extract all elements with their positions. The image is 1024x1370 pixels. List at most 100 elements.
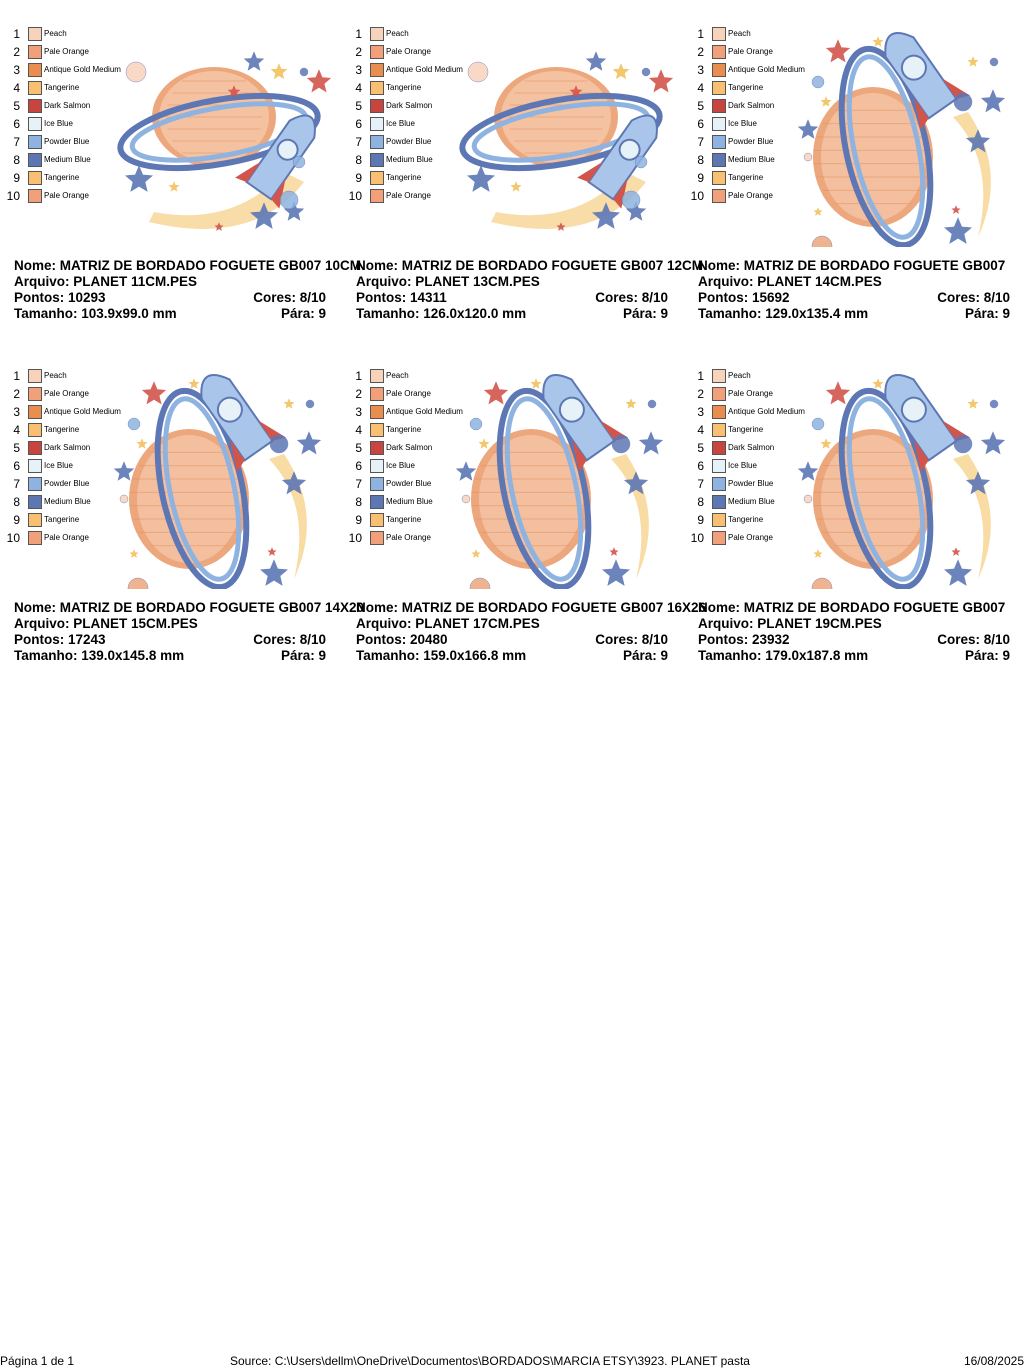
thread-number: 5 bbox=[13, 441, 20, 455]
thread-row: 10 Pale Orange bbox=[690, 189, 812, 203]
thread-row: 9 Tangerine bbox=[8, 513, 128, 527]
color-count: Cores: 8/10 bbox=[595, 632, 668, 647]
thread-name: Powder Blue bbox=[386, 137, 432, 146]
thread-number: 6 bbox=[13, 459, 20, 473]
thread-name: Antique Gold Medium bbox=[44, 65, 121, 74]
thread-swatch bbox=[370, 441, 384, 455]
thread-name: Pale Orange bbox=[44, 47, 89, 56]
thread-name: Ice Blue bbox=[44, 461, 73, 470]
thread-name: Dark Salmon bbox=[728, 101, 775, 110]
thread-name: Tangerine bbox=[386, 83, 422, 92]
thread-number: 10 bbox=[690, 531, 704, 545]
thread-number: 8 bbox=[355, 495, 362, 509]
thread-row: 8 Medium Blue bbox=[692, 495, 812, 509]
thread-number: 2 bbox=[13, 45, 20, 59]
stop-count: Pára: 9 bbox=[622, 648, 668, 663]
thread-row: 2 Pale Orange bbox=[8, 45, 128, 59]
thread-name: Peach bbox=[386, 371, 409, 380]
thread-swatch bbox=[370, 153, 384, 167]
thread-name: Pale Orange bbox=[386, 47, 431, 56]
design-file: Arquivo: PLANET 11CM.PES bbox=[14, 274, 198, 289]
thread-row: 2 Pale Orange bbox=[350, 387, 470, 401]
thread-swatch bbox=[28, 27, 42, 41]
thread-name: Tangerine bbox=[386, 515, 422, 524]
thread-number: 7 bbox=[355, 135, 362, 149]
thread-row: 9 Tangerine bbox=[692, 171, 812, 185]
thread-row: 9 Tangerine bbox=[692, 513, 812, 527]
thread-number: 9 bbox=[13, 513, 20, 527]
thread-row: 8 Medium Blue bbox=[8, 495, 128, 509]
thread-row: 3 Antique Gold Medium bbox=[350, 63, 470, 77]
thread-number: 3 bbox=[13, 405, 20, 419]
thread-swatch bbox=[712, 405, 726, 419]
thread-row: 5 Dark Salmon bbox=[8, 99, 128, 113]
design-file: Arquivo: PLANET 17CM.PES bbox=[356, 616, 540, 631]
thread-number: 3 bbox=[13, 63, 20, 77]
thread-row: 10 Pale Orange bbox=[349, 531, 470, 545]
thread-swatch bbox=[370, 189, 384, 203]
thread-name: Tangerine bbox=[728, 83, 764, 92]
thread-number: 7 bbox=[13, 135, 20, 149]
thread-name: Ice Blue bbox=[728, 461, 757, 470]
stitch-count: Pontos: 17243 bbox=[14, 632, 106, 647]
thread-row: 6 Ice Blue bbox=[8, 117, 128, 131]
thread-number: 10 bbox=[690, 189, 704, 203]
thread-number: 8 bbox=[13, 495, 20, 509]
thread-name: Pale Orange bbox=[728, 191, 773, 200]
thread-name: Tangerine bbox=[44, 425, 80, 434]
thread-name: Pale Orange bbox=[728, 533, 773, 542]
embroidery-design-preview bbox=[455, 364, 676, 599]
thread-name: Antique Gold Medium bbox=[728, 65, 805, 74]
thread-row: 3 Antique Gold Medium bbox=[8, 405, 128, 419]
thread-name: Medium Blue bbox=[44, 497, 91, 506]
thread-name: Pale Orange bbox=[44, 389, 89, 398]
thread-name: Medium Blue bbox=[44, 155, 91, 164]
thread-row: 7 Powder Blue bbox=[8, 135, 128, 149]
thread-swatch bbox=[370, 405, 384, 419]
thread-swatch bbox=[28, 387, 42, 401]
thread-swatch bbox=[712, 477, 726, 491]
thread-row: 9 Tangerine bbox=[350, 171, 470, 185]
thread-row: 7 Powder Blue bbox=[350, 135, 470, 149]
thread-name: Tangerine bbox=[386, 173, 422, 182]
thread-row: 6 Ice Blue bbox=[8, 459, 128, 473]
stitch-count: Pontos: 20480 bbox=[356, 632, 448, 647]
design-card: 1 Peach 2 Pale Orange 3 Antique Gold Medium 4 T… bbox=[684, 342, 1024, 663]
thread-row: 6 Ice Blue bbox=[692, 117, 812, 131]
thread-number: 7 bbox=[13, 477, 20, 491]
thread-row: 7 Powder Blue bbox=[692, 477, 812, 491]
thread-number: 9 bbox=[355, 513, 362, 527]
thread-row: 4 Tangerine bbox=[350, 81, 470, 95]
thread-row: 1 Peach bbox=[8, 27, 128, 41]
stop-count: Pára: 9 bbox=[964, 648, 1010, 663]
thread-name: Tangerine bbox=[728, 425, 764, 434]
stop-count: Pára: 9 bbox=[622, 306, 668, 321]
thread-swatch bbox=[712, 459, 726, 473]
thread-number: 7 bbox=[355, 477, 362, 491]
thread-number: 10 bbox=[348, 189, 362, 203]
design-file: Arquivo: PLANET 15CM.PES bbox=[14, 616, 198, 631]
design-name: Nome: MATRIZ DE BORDADO FOGUETE GB007 10… bbox=[14, 258, 362, 273]
embroidery-design-preview bbox=[114, 22, 334, 252]
thread-swatch bbox=[28, 513, 42, 527]
thread-swatch bbox=[370, 477, 384, 491]
thread-swatch bbox=[712, 423, 726, 437]
thread-name: Tangerine bbox=[44, 515, 80, 524]
thread-swatch bbox=[370, 459, 384, 473]
thread-swatch bbox=[28, 45, 42, 59]
color-count: Cores: 8/10 bbox=[595, 290, 668, 305]
thread-number: 10 bbox=[6, 189, 20, 203]
design-size: Tamanho: 179.0x187.8 mm bbox=[698, 648, 869, 663]
thread-name: Medium Blue bbox=[728, 497, 775, 506]
thread-name: Powder Blue bbox=[728, 137, 774, 146]
thread-name: Ice Blue bbox=[386, 119, 415, 128]
thread-number: 4 bbox=[697, 81, 704, 95]
thread-number: 4 bbox=[355, 423, 362, 437]
thread-row: 2 Pale Orange bbox=[8, 387, 128, 401]
thread-swatch bbox=[712, 369, 726, 383]
thread-name: Ice Blue bbox=[44, 119, 73, 128]
thread-number: 6 bbox=[697, 117, 704, 131]
thread-swatch bbox=[28, 63, 42, 77]
thread-swatch bbox=[712, 387, 726, 401]
thread-name: Dark Salmon bbox=[728, 443, 775, 452]
